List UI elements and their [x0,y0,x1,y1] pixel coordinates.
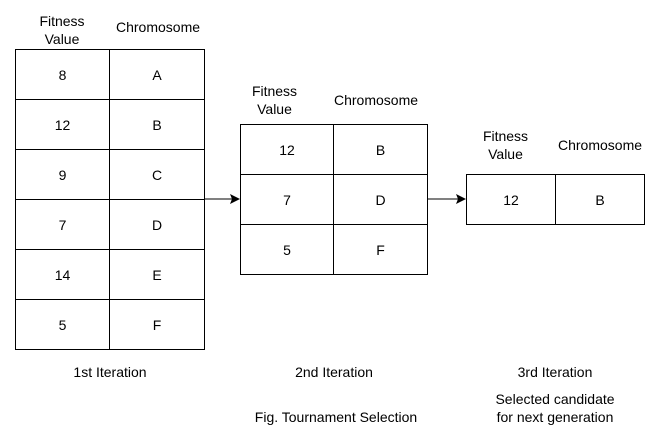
table2-fitness-header-line2: Value [257,101,292,117]
table-row: 7 D [240,174,428,225]
table3: 12 B [466,174,645,225]
table3-fitness-header-line2: Value [488,146,523,162]
figure-caption: Fig. Tournament Selection [254,409,418,425]
table-row: 12 B [466,174,645,225]
selected-candidate-line2: for next generation [496,409,614,425]
table3-fitness-header: Fitness Value [478,127,533,163]
selected-candidate-note: Selected candidate for next generation [475,390,635,426]
table2-fitness-header: Fitness Value [247,82,302,118]
table2-chromosome-cell: D [333,174,428,225]
table-row: 5 F [240,224,428,275]
table1-chromosome-cell: F [109,299,205,350]
table1-chromosome-cell: A [109,49,205,100]
table3-chromosome-cell: B [555,174,645,225]
table2-chromosome-header: Chromosome [333,92,419,108]
arrow-table1-to-table2 [204,194,240,204]
table-row: 5 F [15,299,205,350]
table1: 8 A 12 B 9 C 7 D 14 E 5 F [15,49,205,350]
table-row: 12 B [15,99,205,150]
table3-fitness-cell: 12 [466,174,556,225]
selected-candidate-line1: Selected candidate [495,391,615,407]
table2-caption: 2nd Iteration [295,364,373,380]
table1-fitness-cell: 9 [15,149,110,200]
table2-fitness-cell: 5 [240,224,334,275]
table1-caption: 1st Iteration [73,364,147,380]
table1-chromosome-cell: B [109,99,205,150]
table1-fitness-cell: 14 [15,249,110,300]
table-row: 7 D [15,199,205,250]
table2-chromosome-cell: F [333,224,428,275]
table1-fitness-header-line1: Fitness [39,13,85,29]
table2: 12 B 7 D 5 F [240,124,428,275]
table2-fitness-header-line1: Fitness [251,83,298,99]
arrow-table2-to-table3 [427,194,466,204]
table1-chromosome-header: Chromosome [115,19,201,35]
table1-fitness-cell: 7 [15,199,110,250]
table2-chromosome-cell: B [333,124,428,175]
table1-fitness-cell: 5 [15,299,110,350]
table3-fitness-header-line1: Fitness [482,128,529,144]
table-row: 12 B [240,124,428,175]
table-row: 8 A [15,49,205,100]
table3-chromosome-header: Chromosome [557,137,643,153]
table1-fitness-header-line2: Value [44,31,80,47]
table1-fitness-header: Fitness Value [37,12,87,48]
table1-chromosome-cell: D [109,199,205,250]
table2-fitness-cell: 7 [240,174,334,225]
table1-fitness-cell: 12 [15,99,110,150]
table3-caption: 3rd Iteration [517,364,593,380]
